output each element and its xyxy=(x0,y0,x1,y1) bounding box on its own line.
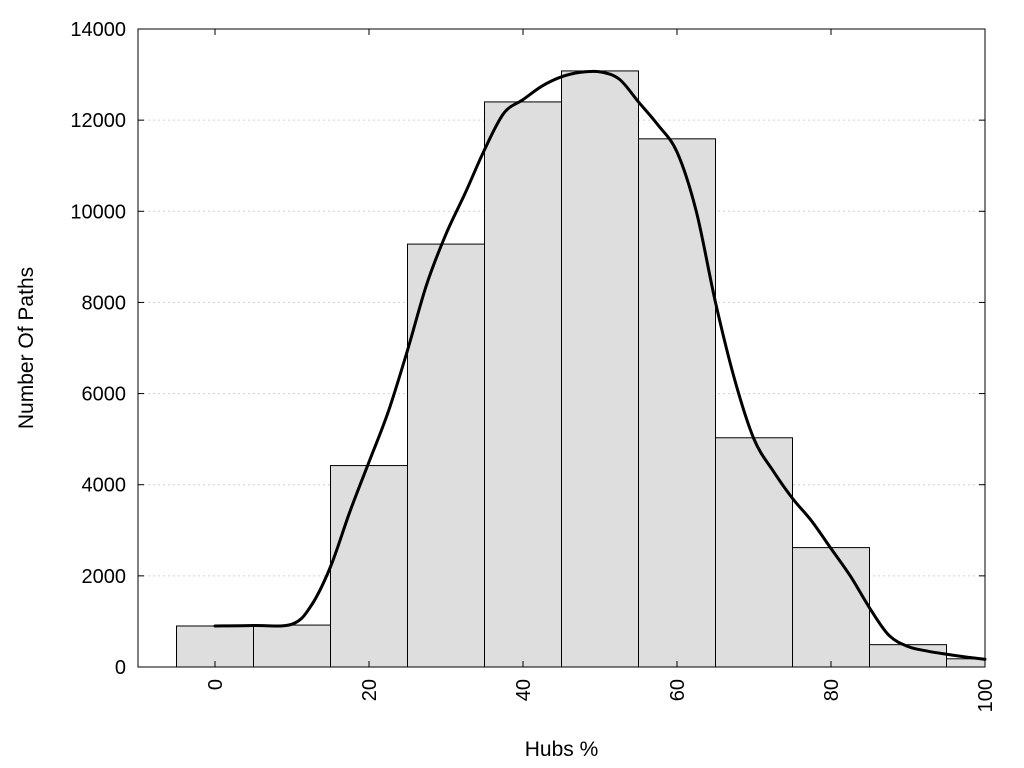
y-tick-label: 2000 xyxy=(82,566,127,588)
x-tick-label: 40 xyxy=(513,679,535,701)
histogram-bar xyxy=(176,625,254,668)
density-curve xyxy=(213,69,987,661)
y-axis-label: Number Of Paths xyxy=(15,267,38,429)
y-axis: 0 2000 4000 6000 8000 10000 12000 14000 xyxy=(70,19,985,679)
histogram-bar xyxy=(561,70,639,668)
histogram-bars xyxy=(176,70,986,668)
y-tick-label: 12000 xyxy=(70,110,126,132)
histogram-bar xyxy=(792,547,870,668)
histogram-bar xyxy=(638,138,716,668)
x-tick-label: 100 xyxy=(975,679,997,712)
histogram-bar xyxy=(407,243,485,668)
y-tick-label: 6000 xyxy=(82,384,127,406)
plot-frame xyxy=(137,28,986,668)
y-tick-label: 0 xyxy=(115,657,126,679)
histogram-bar xyxy=(330,465,408,668)
y-tick-label: 14000 xyxy=(70,19,126,41)
x-tick-label: 0 xyxy=(205,679,227,690)
x-tick-label: 60 xyxy=(667,679,689,701)
histogram-bar xyxy=(253,624,331,668)
density-curve-layer xyxy=(213,69,987,661)
histogram-bar xyxy=(484,101,562,668)
y-tick-label: 10000 xyxy=(70,201,126,223)
y-tick-label: 4000 xyxy=(82,475,127,497)
x-tick-label: 80 xyxy=(821,679,843,701)
x-axis: 0 20 40 60 80 100 xyxy=(205,29,997,712)
histogram-bar xyxy=(715,437,793,668)
x-tick-label: 20 xyxy=(359,679,381,701)
y-tick-label: 8000 xyxy=(82,292,127,314)
x-axis-label: Hubs % xyxy=(525,738,599,761)
